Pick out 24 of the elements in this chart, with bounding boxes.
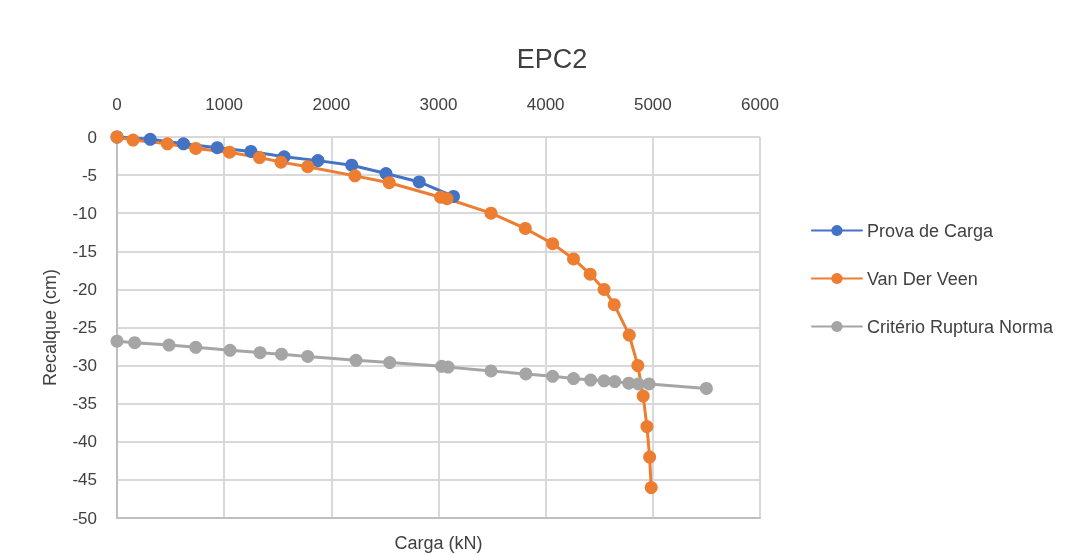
y-tick-label: -50 [72, 508, 97, 528]
legend-label: Van Der Veen [866, 268, 978, 289]
y-tick-label: -45 [72, 470, 97, 490]
x-tick-label: 3000 [419, 95, 458, 114]
x-axis-title: Carga (kN) [394, 533, 483, 553]
y-tick-label: -35 [72, 394, 97, 414]
legend-label: Critério Ruptura Norma [866, 316, 1054, 337]
y-tick-label: -20 [72, 279, 97, 299]
y-tick-label: -10 [72, 203, 97, 223]
x-tick-label: 6000 [741, 95, 779, 114]
y-tick-label: -5 [81, 165, 97, 185]
x-tick-label: 4000 [526, 95, 565, 114]
x-tick-label: 5000 [633, 95, 672, 114]
legend-label: Prova de Carga [866, 220, 994, 241]
chart-title: EPC2 [516, 43, 588, 74]
y-tick-label: -30 [72, 356, 97, 376]
x-tick-label: 2000 [312, 95, 351, 114]
x-tick-label: 0 [112, 95, 122, 114]
y-tick-label: -25 [72, 318, 97, 337]
x-tick-label: 1000 [205, 95, 244, 114]
y-tick-label: 0 [87, 127, 97, 147]
y-axis-title: Recalque (cm) [40, 268, 60, 387]
y-tick-label: -15 [72, 241, 97, 261]
y-tick-label: -40 [72, 432, 97, 452]
